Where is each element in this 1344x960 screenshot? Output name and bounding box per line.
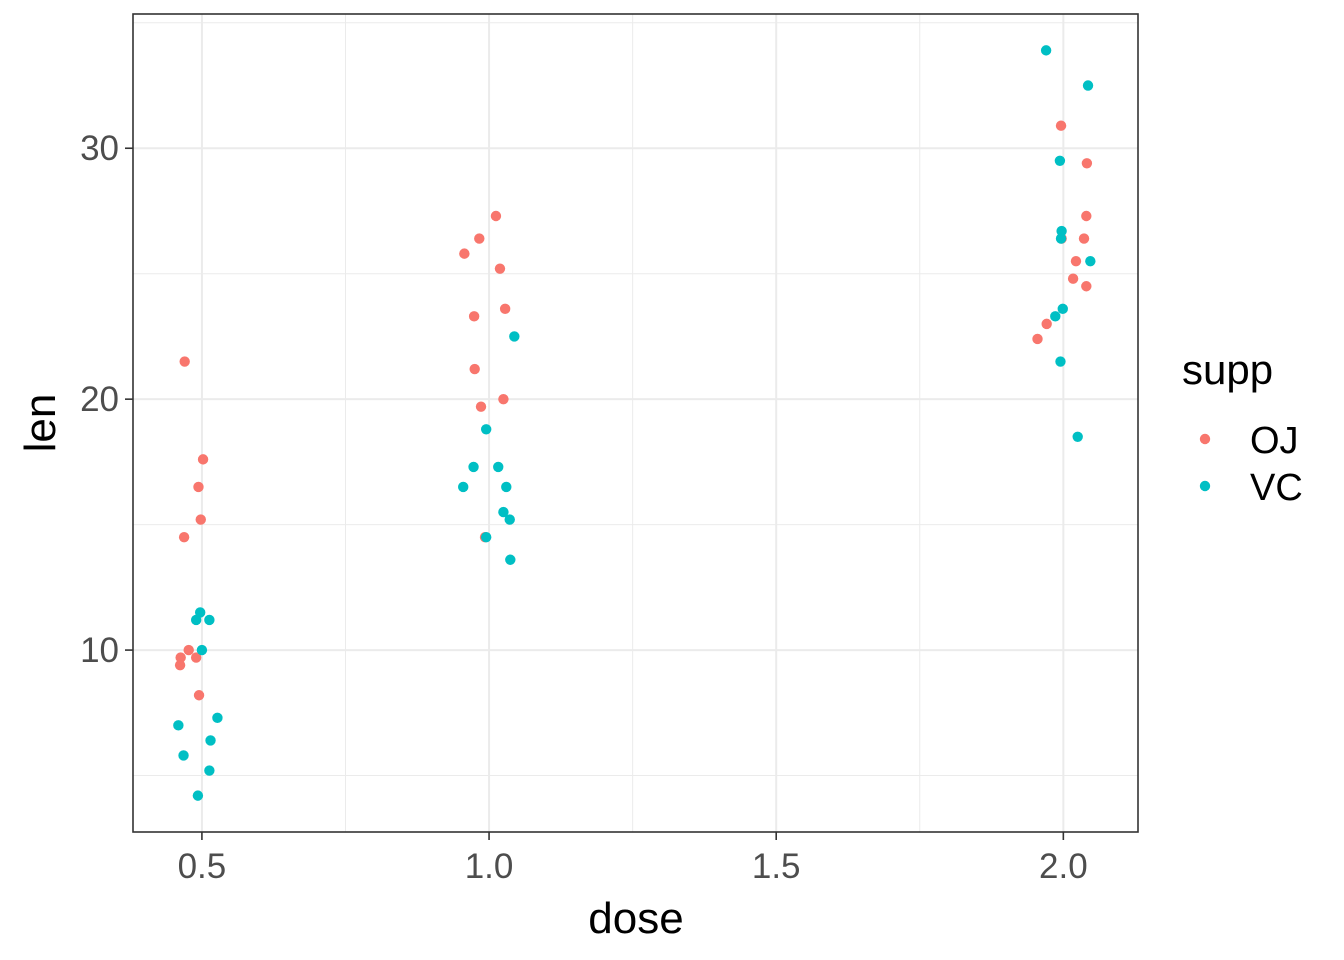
data-point-oj — [469, 363, 480, 375]
data-point-oj — [178, 531, 190, 543]
data-point-oj — [490, 210, 502, 222]
data-point-vc — [196, 644, 208, 656]
axis-ticks: 0.5 1.0 1.5 2.0 10 20 30 — [80, 129, 1088, 886]
data-point-vc — [204, 765, 215, 776]
data-point-oj — [459, 248, 470, 259]
data-point-vc — [1057, 303, 1068, 315]
data-point-oj — [1081, 158, 1093, 169]
x-tick-label: 0.5 — [178, 847, 227, 886]
data-point-oj — [494, 263, 506, 274]
data-point-oj — [1078, 233, 1090, 244]
data-point-oj — [174, 659, 186, 671]
data-point-vc — [505, 554, 516, 565]
data-point-oj — [1055, 120, 1067, 131]
plot-panel-border — [132, 13, 1139, 833]
y-axis-title: len — [16, 394, 65, 453]
data-point-vc — [205, 735, 216, 746]
data-point-oj — [1081, 281, 1092, 292]
data-point-vc — [493, 461, 504, 473]
data-point-oj — [498, 393, 509, 405]
legend-label-vc: VC — [1250, 467, 1303, 509]
data-point-oj — [499, 303, 511, 315]
legend: supp OJ VC — [1182, 346, 1303, 509]
x-axis-title: dose — [588, 894, 683, 943]
data-point-vc — [468, 461, 479, 473]
data-point-vc — [178, 750, 189, 761]
data-point-vc — [1050, 311, 1061, 322]
data-point-vc — [1055, 233, 1067, 244]
legend-key-vc — [1199, 480, 1211, 492]
legend-items: OJ VC — [1199, 420, 1303, 509]
data-point-oj — [195, 514, 206, 525]
legend-label-oj: OJ — [1250, 420, 1299, 462]
data-point-oj — [474, 233, 485, 244]
data-point-oj — [475, 401, 487, 412]
y-tick-label: 10 — [80, 631, 119, 670]
data-point-vc — [480, 531, 492, 543]
grid-lines — [133, 14, 1138, 832]
data-point-vc — [504, 514, 515, 525]
data-point-oj — [183, 644, 194, 656]
data-point-oj — [197, 454, 209, 465]
data-point-oj — [1041, 318, 1052, 330]
data-point-oj — [175, 652, 186, 663]
y-tick-label: 30 — [80, 129, 119, 168]
data-point-oj — [1032, 333, 1043, 345]
legend-title: supp — [1182, 346, 1273, 393]
x-tick-label: 1.5 — [752, 847, 801, 886]
data-point-vc — [1056, 225, 1067, 237]
data-point-oj — [468, 311, 480, 322]
data-point-vc — [480, 424, 492, 435]
data-point-vc — [190, 614, 202, 626]
data-point-vc — [212, 712, 223, 724]
data-point-oj — [1081, 210, 1092, 222]
data-point-vc — [1055, 356, 1066, 367]
x-tick-label: 2.0 — [1039, 847, 1088, 886]
data-point-vc — [204, 614, 215, 626]
x-tick-label: 1.0 — [465, 847, 514, 886]
data-point-oj — [179, 356, 190, 367]
y-tick-label: 20 — [80, 380, 119, 419]
data-point-vc — [1082, 80, 1094, 91]
data-point-vc — [498, 506, 509, 518]
data-point-oj — [190, 652, 202, 663]
data-point-vc — [509, 331, 520, 342]
legend-key-oj — [1199, 433, 1211, 445]
data-point-oj — [1067, 273, 1079, 284]
data-point-vc — [1040, 45, 1052, 56]
data-point-vc — [458, 481, 469, 493]
data-point-vc — [192, 790, 204, 801]
data-point-oj — [193, 481, 204, 493]
data-point-oj — [1070, 255, 1082, 267]
data-point-vc — [1072, 431, 1083, 443]
data-point-vc — [501, 481, 512, 493]
data-point-vc — [1085, 255, 1096, 267]
data-point-vc — [173, 720, 184, 731]
data-points — [173, 45, 1096, 801]
data-point-vc — [1054, 155, 1066, 166]
data-point-oj — [193, 690, 205, 701]
